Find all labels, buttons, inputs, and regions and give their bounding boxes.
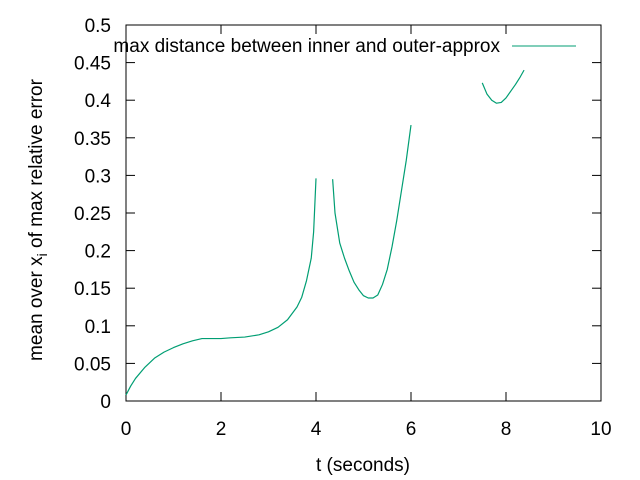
plot-area-frame <box>125 24 602 402</box>
x-tick-label: 2 <box>216 419 227 440</box>
y-tick-label: 0.25 <box>74 204 111 225</box>
legend-entry-label: max distance between inner and outer-app… <box>113 36 500 57</box>
y-tick-label: 0.5 <box>85 16 111 37</box>
y-tick-label: 0.35 <box>74 129 111 150</box>
y-axis-label-subscript: i <box>34 253 50 256</box>
y-axis-label: mean over xi of max relative error <box>26 78 50 361</box>
y-tick-label: 0 <box>100 392 111 413</box>
y-tick-label: 0.4 <box>85 91 112 112</box>
y-tick-label: 0.1 <box>85 317 111 338</box>
x-tick-label: 4 <box>311 419 322 440</box>
y-axis-label-rest: of max relative error <box>26 78 47 253</box>
x-tick-label: 6 <box>406 419 417 440</box>
x-axis-label: t (seconds) <box>316 455 410 476</box>
y-tick-label: 0.2 <box>85 242 111 263</box>
series-line-segment <box>125 178 317 396</box>
y-tick-label: 0.05 <box>74 354 111 375</box>
x-tick-label: 10 <box>590 419 611 440</box>
series-line-segment <box>481 69 525 104</box>
y-axis-label-main: mean over x <box>26 256 47 361</box>
y-tick-label: 0.15 <box>74 279 111 300</box>
x-tick-label: 8 <box>501 419 512 440</box>
x-axis: 0 2 4 6 8 10 <box>121 25 612 440</box>
y-tick-label: 0.45 <box>74 54 111 75</box>
y-tick-label: 0.3 <box>85 166 111 187</box>
series-layer <box>125 69 525 396</box>
y-axis: 0 0.05 0.1 0.15 0.2 0.25 0.3 0.35 0.4 0.45 0.5 <box>74 16 601 413</box>
x-tick-label: 0 <box>121 419 132 440</box>
series-line-segment <box>332 124 412 299</box>
